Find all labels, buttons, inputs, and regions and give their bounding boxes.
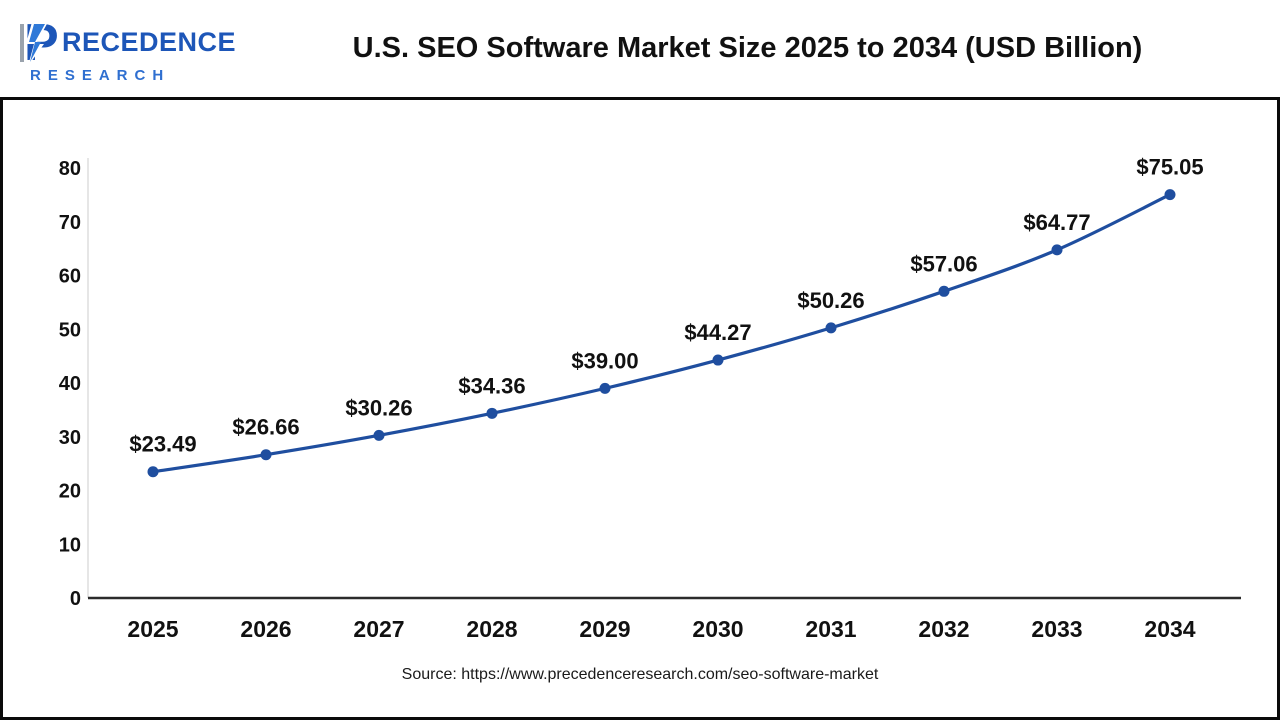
y-tick-label: 70 [59, 212, 81, 234]
x-tick-label: 2029 [579, 616, 630, 642]
brand-subtitle: RESEARCH [30, 67, 171, 84]
y-tick-label: 30 [59, 427, 81, 449]
precedence-p-icon: P [18, 14, 60, 72]
precedence-research-logo: P RECEDENCE RESEARCH [18, 14, 237, 84]
x-tick-label: 2030 [692, 616, 743, 642]
x-tick-label: 2025 [127, 616, 178, 642]
data-label: $30.26 [345, 395, 412, 420]
data-label: $75.05 [1136, 155, 1203, 180]
data-label: $26.66 [232, 415, 299, 440]
data-point [938, 285, 950, 297]
data-label: $44.27 [684, 320, 751, 345]
y-tick-label: 20 [59, 481, 81, 503]
data-point [260, 449, 272, 461]
x-tick-label: 2033 [1031, 616, 1082, 642]
data-point [1164, 189, 1176, 201]
series-line [152, 193, 1171, 474]
data-label: $57.06 [910, 251, 977, 276]
page-title: U.S. SEO Software Market Size 2025 to 20… [352, 32, 1143, 64]
x-tick-label: 2031 [805, 616, 856, 642]
data-label: $34.36 [458, 373, 525, 398]
data-point [486, 407, 498, 419]
x-tick-label: 2034 [1144, 616, 1195, 642]
data-point [712, 354, 724, 366]
chart-panel: 0 10 20 30 40 50 60 70 80 2025 2026 2027 2028 2029 203… [0, 97, 1280, 720]
brand-name: RECEDENCE [62, 27, 237, 57]
title-wrap: U.S. SEO Software Market Size 2025 to 20… [233, 32, 1262, 65]
x-tick-label: 2032 [918, 616, 969, 642]
source-text: Source: https://www.precedenceresearch.c… [401, 666, 879, 683]
y-tick-label: 80 [59, 158, 81, 180]
data-point [1051, 244, 1063, 256]
y-tick-label: 50 [59, 319, 81, 341]
y-tick-label: 10 [59, 534, 81, 556]
data-point [599, 382, 611, 394]
data-label: $64.77 [1023, 210, 1090, 235]
data-label: $39.00 [571, 348, 638, 373]
data-point [147, 466, 159, 478]
x-tick-label: 2026 [240, 616, 291, 642]
y-tick-label: 0 [70, 588, 81, 610]
x-tick-label: 2027 [353, 616, 404, 642]
data-point [373, 429, 385, 441]
y-tick-label: 40 [59, 373, 81, 395]
x-tick-label: 2028 [466, 616, 517, 642]
logo-top-row: P RECEDENCE [18, 14, 237, 72]
data-label: $23.49 [129, 432, 196, 457]
data-label: $50.26 [797, 288, 864, 313]
data-point [825, 322, 837, 334]
y-tick-label: 60 [59, 266, 81, 288]
header: P RECEDENCE RESEARCH U.S. SEO Software M… [0, 0, 1280, 97]
